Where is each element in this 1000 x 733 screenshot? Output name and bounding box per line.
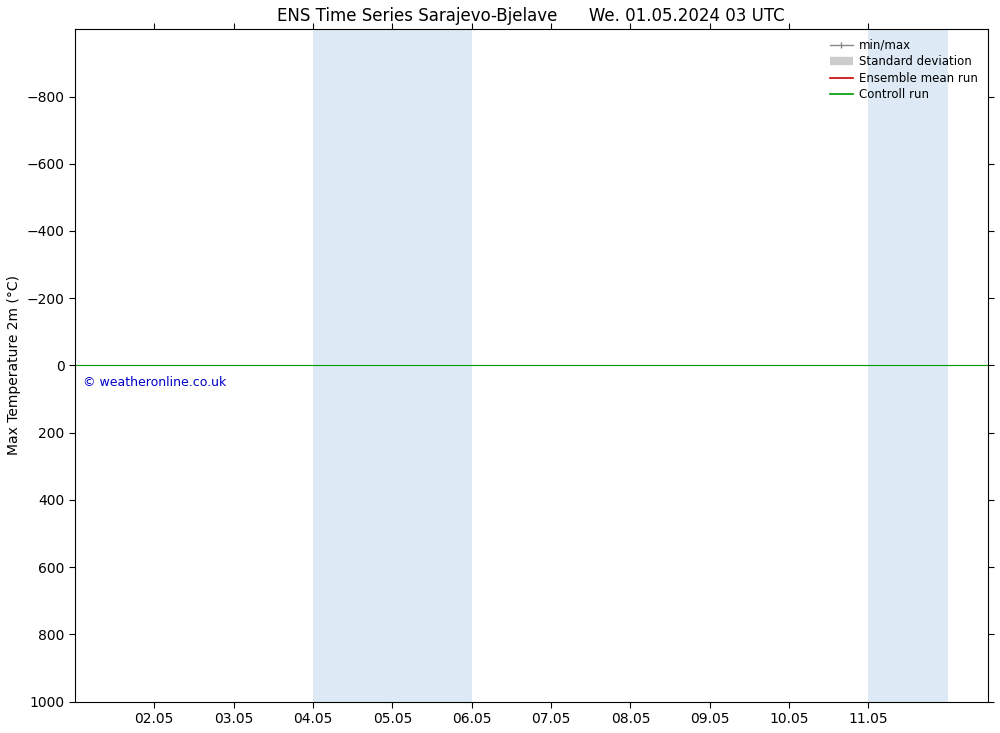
Y-axis label: Max Temperature 2m (°C): Max Temperature 2m (°C) [7, 276, 21, 455]
Bar [392, 29, 472, 701]
Bar [868, 29, 948, 701]
Title: ENS Time Series Sarajevo-Bjelave      We. 01.05.2024 03 UTC: ENS Time Series Sarajevo-Bjelave We. 01.… [277, 7, 785, 25]
Bar [313, 29, 392, 701]
Legend: min/max, Standard deviation, Ensemble mean run, Controll run: min/max, Standard deviation, Ensemble me… [826, 35, 982, 105]
Text: © weatheronline.co.uk: © weatheronline.co.uk [83, 375, 226, 388]
